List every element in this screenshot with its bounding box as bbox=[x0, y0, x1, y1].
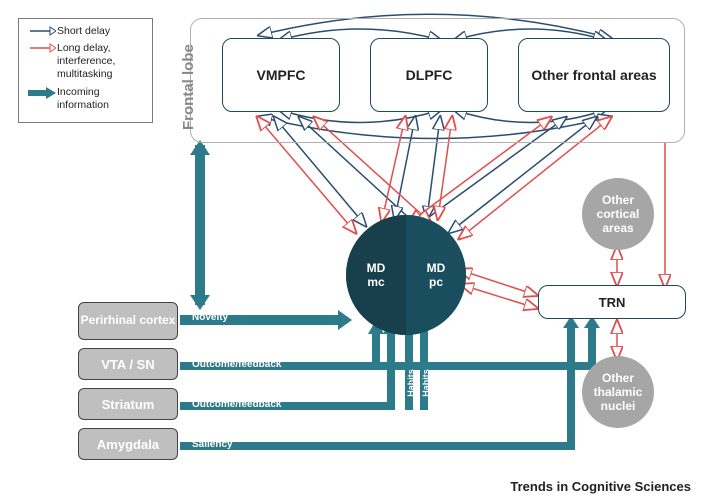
node-dlpfc: DLPFC bbox=[370, 38, 488, 112]
path-outcome-vta: Outcome/feedback bbox=[192, 359, 281, 370]
legend-long-delay: Long delay, interference, multitasking bbox=[27, 42, 144, 81]
node-vta-label: VTA / SN bbox=[101, 357, 154, 372]
md-pc-line2: pc bbox=[429, 275, 443, 289]
legend-short-delay-label: Short delay bbox=[57, 25, 110, 38]
frontal-panel-label: Frontal lobe bbox=[180, 44, 197, 130]
node-other-frontal: Other frontal areas bbox=[518, 38, 670, 112]
legend-long-delay-label: Long delay, interference, multitasking bbox=[57, 42, 144, 81]
legend-incoming-label: Incoming information bbox=[57, 86, 144, 112]
node-amygdala: Amygdala bbox=[78, 428, 178, 460]
node-trn-label: TRN bbox=[599, 295, 626, 310]
node-other-thalamic: Other thalamic nuclei bbox=[582, 356, 654, 428]
node-md: MD mc MD pc bbox=[346, 215, 466, 335]
node-md-pc: MD pc bbox=[406, 215, 466, 335]
node-other-thalamic-label: Other thalamic nuclei bbox=[582, 371, 654, 413]
path-habits-1: Habits bbox=[406, 369, 416, 397]
short-delay-icon bbox=[27, 25, 57, 37]
path-habits-2: Habits bbox=[421, 369, 431, 397]
figure-footer: Trends in Cognitive Sciences bbox=[510, 479, 691, 494]
node-other-cortical: Other cortical areas bbox=[582, 178, 654, 250]
node-other-cortical-label: Other cortical areas bbox=[582, 193, 654, 235]
legend: Short delay Long delay, interference, mu… bbox=[18, 18, 153, 123]
node-trn: TRN bbox=[538, 285, 686, 319]
node-dlpfc-label: DLPFC bbox=[406, 67, 453, 83]
path-outcome-striatum: Outcome/feedback bbox=[192, 399, 281, 410]
node-striatum: Striatum bbox=[78, 388, 178, 420]
legend-short-delay: Short delay bbox=[27, 25, 144, 38]
node-perirhinal-label: Perirhinal cortex bbox=[81, 314, 176, 327]
node-md-mc: MD mc bbox=[346, 215, 406, 335]
path-novelty: Novelty bbox=[192, 312, 228, 323]
md-mc-line1: MD bbox=[367, 261, 386, 275]
md-pc-line1: MD bbox=[427, 261, 446, 275]
node-other-frontal-label: Other frontal areas bbox=[531, 67, 656, 83]
node-striatum-label: Striatum bbox=[102, 397, 155, 412]
node-vmpfc-label: VMPFC bbox=[257, 67, 306, 83]
long-delay-icon bbox=[27, 42, 57, 54]
node-vmpfc: VMPFC bbox=[222, 38, 340, 112]
node-perirhinal: Perirhinal cortex bbox=[78, 302, 178, 340]
legend-incoming: Incoming information bbox=[27, 86, 144, 112]
node-vta: VTA / SN bbox=[78, 348, 178, 380]
node-amygdala-label: Amygdala bbox=[97, 437, 159, 452]
path-saliency: Saliency bbox=[192, 439, 233, 450]
incoming-icon bbox=[27, 86, 57, 100]
md-mc-line2: mc bbox=[367, 275, 384, 289]
